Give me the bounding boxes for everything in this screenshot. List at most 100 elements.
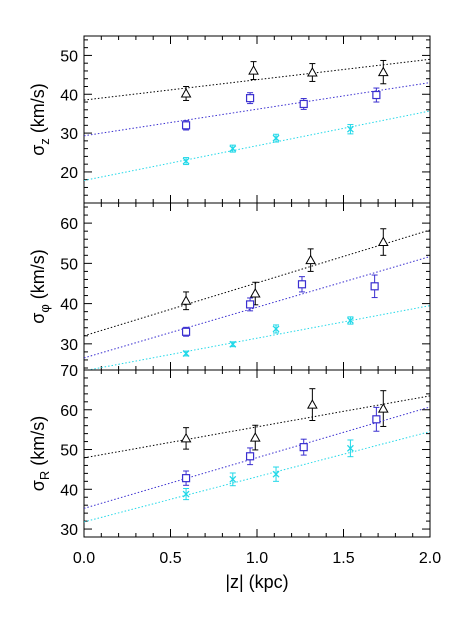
x-tick-label: 0.0 <box>73 550 95 567</box>
triangle-marker <box>180 87 192 98</box>
y-axis-label: σR (km/s) <box>28 416 52 491</box>
square-marker <box>299 99 308 109</box>
square-marker <box>245 452 255 461</box>
data-layer <box>84 58 430 181</box>
data-point-cyan <box>229 144 237 153</box>
square-marker <box>245 94 255 103</box>
square-marker <box>299 443 308 452</box>
y-tick-label: 20 <box>60 165 78 182</box>
data-point-blue <box>181 326 191 337</box>
y-tick-label: 50 <box>60 48 78 65</box>
square-marker <box>297 280 307 289</box>
y-tick-label: 60 <box>60 403 78 420</box>
triangle-marker <box>307 399 318 409</box>
data-point-black <box>377 228 389 256</box>
x-tick-label: 0.5 <box>159 550 181 567</box>
data-point-black <box>248 61 259 80</box>
data-point-blue <box>181 470 191 486</box>
data-point-blue <box>372 87 381 103</box>
x-marker <box>182 157 190 165</box>
y-axis-label-subscript: R <box>37 471 52 480</box>
data-point-cyan <box>182 157 190 166</box>
x-marker <box>229 145 237 153</box>
triangle-marker <box>180 295 192 305</box>
y-tick-label: 40 <box>60 297 78 314</box>
data-point-black <box>249 281 261 306</box>
y-axis-label-symbol: σ <box>28 313 48 324</box>
y-axis-label-units: (km/s) <box>28 416 48 471</box>
triangle-marker <box>377 66 389 77</box>
fit-line-black <box>84 395 430 459</box>
fit-line-cyan <box>84 431 430 523</box>
data-point-blue <box>245 297 255 312</box>
square-marker <box>245 300 255 309</box>
y-tick-label: 30 <box>60 337 78 354</box>
data-point-black <box>377 59 389 85</box>
panel-1: 20 30 40 50 σz (km/s) <box>28 35 431 204</box>
data-layer <box>84 228 430 370</box>
x-tick-label: 2.0 <box>419 550 441 567</box>
data-point-black <box>307 63 318 82</box>
y-tick-label: 40 <box>60 87 78 104</box>
x-marker <box>346 444 354 452</box>
y-axis-label: σz (km/s) <box>28 83 52 156</box>
fit-line-black <box>84 229 430 337</box>
fit-line-blue <box>84 406 430 509</box>
y-tick-label: 50 <box>60 443 78 460</box>
plot-frame <box>83 35 431 204</box>
x-marker <box>272 134 280 142</box>
square-marker <box>181 121 191 130</box>
x-axis-label: |z| (kpc) <box>225 572 288 592</box>
square-marker <box>181 474 191 483</box>
y-axis-label-symbol: σ <box>28 145 48 156</box>
data-point-cyan <box>229 340 237 348</box>
x-marker <box>346 317 354 324</box>
data-point-cyan <box>182 350 190 357</box>
square-marker <box>370 282 379 291</box>
x-tick-label: 1.5 <box>332 550 354 567</box>
x-tick-label: 1.0 <box>246 550 268 567</box>
y-tick-label: 30 <box>60 522 78 539</box>
fit-line-blue <box>84 256 430 359</box>
triangle-marker <box>305 254 316 265</box>
triangle-marker <box>249 432 261 442</box>
fit-line-cyan <box>85 305 430 370</box>
y-tick-label: 60 <box>60 216 78 233</box>
triangle-marker <box>377 403 389 413</box>
data-point-cyan <box>346 439 354 458</box>
data-point-blue <box>370 274 379 299</box>
y-tick-label: 40 <box>60 482 78 499</box>
x-marker <box>346 125 354 133</box>
data-point-blue <box>372 406 381 432</box>
data-point-blue <box>181 120 191 131</box>
y-axis-label-units: (km/s) <box>28 83 48 138</box>
panel-2: 30 40 50 60 σφ (km/s) <box>28 202 431 371</box>
data-point-blue <box>245 447 255 466</box>
data-point-black <box>305 248 316 272</box>
panel-3: 30 40 50 60 70 σR (km/s) <box>28 363 431 539</box>
y-tick-label: 30 <box>60 126 78 143</box>
data-point-black <box>307 388 318 421</box>
y-axis-label: σφ (km/s) <box>28 249 52 324</box>
data-point-black <box>180 291 192 311</box>
x-marker <box>182 350 190 357</box>
plot-frame <box>83 369 431 538</box>
data-point-cyan <box>272 324 280 334</box>
data-point-cyan <box>182 487 190 501</box>
x-marker <box>272 470 280 478</box>
triangle-marker <box>249 288 261 298</box>
data-point-blue <box>297 276 307 293</box>
fit-line-cyan <box>84 110 430 181</box>
triangle-marker <box>248 65 259 75</box>
data-point-cyan <box>272 133 280 143</box>
y-tick-label: 50 <box>60 256 78 273</box>
triangle-marker <box>377 236 389 247</box>
triangle-marker <box>307 66 318 77</box>
fit-line-blue <box>84 82 430 137</box>
x-marker <box>229 475 237 483</box>
y-axis-label-units: (km/s) <box>28 249 48 304</box>
data-point-black <box>180 85 192 101</box>
square-marker <box>372 415 381 424</box>
y-axis-label-subscript: φ <box>37 304 52 312</box>
x-marker <box>182 490 190 498</box>
